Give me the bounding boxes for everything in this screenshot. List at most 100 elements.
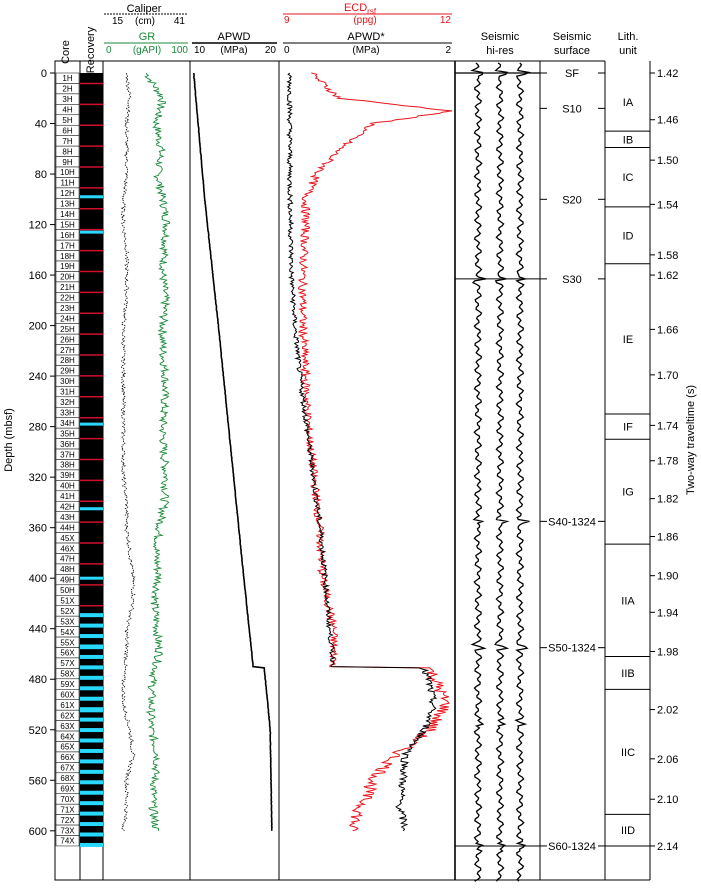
recovery-gap — [80, 675, 103, 680]
core-label: 18H — [60, 252, 75, 261]
twt-tick-label: 2.06 — [657, 754, 678, 766]
lith-unit-label: IC — [623, 172, 634, 184]
core-label: 48H — [60, 565, 75, 574]
depth-tick-label: 600 — [29, 826, 47, 838]
core-label: 23H — [60, 304, 75, 313]
core-label: 2H — [62, 85, 72, 94]
core-label: 66X — [60, 753, 75, 762]
depth-tick-label: 440 — [29, 624, 47, 636]
surface-label: S50-1324 — [548, 643, 596, 655]
gr-unit: (gAPI) — [133, 45, 161, 56]
core-title: Core — [60, 40, 72, 64]
lith-unit-label: IE — [623, 334, 633, 346]
depth-tick-label: 200 — [29, 321, 47, 333]
frame-group — [54, 13, 651, 881]
core-label: 19H — [60, 262, 75, 271]
ecd-title-sub: rsf — [367, 7, 377, 16]
core-label: 17H — [60, 241, 75, 250]
core-label: 32H — [60, 398, 75, 407]
recovery-gap — [80, 811, 103, 816]
core-label: 11H — [60, 179, 74, 188]
twt-tick-label: 1.94 — [657, 607, 678, 619]
surface-label: S40-1324 — [548, 516, 596, 528]
core-label: 10H — [60, 168, 75, 177]
core-label: 59X — [60, 680, 75, 689]
recovery-gap — [80, 832, 103, 837]
recovery-gap — [80, 738, 103, 743]
recovery-gap — [80, 842, 103, 847]
surface-label: SF — [565, 68, 579, 80]
core-label: 7H — [62, 137, 72, 146]
depth-tick-label: 280 — [29, 422, 47, 434]
depth-axis-label: Depth (mbsf) — [3, 408, 15, 472]
recovery-gap — [80, 654, 103, 659]
recovery-gap — [80, 728, 103, 733]
twt-tick-label: 1.86 — [657, 532, 678, 544]
twt-tick-label: 1.62 — [657, 270, 678, 282]
twt-tick-label: 2.02 — [657, 705, 678, 717]
header-group: Caliper 15 (cm) 41 GR 0 (gAPI) 100 APWD … — [3, 2, 697, 495]
recovery-gap — [80, 422, 103, 426]
seismic-surface-title-1: Seismic — [553, 31, 592, 43]
core-label: 69X — [60, 785, 75, 794]
core-label: 52X — [60, 607, 75, 616]
core-label: 37H — [60, 450, 75, 459]
core-label: 44H — [60, 523, 75, 532]
twt-tick-label: 1.74 — [657, 420, 678, 432]
recovery-title: Recovery — [85, 26, 97, 73]
seismic-hires-title-1: Seismic — [481, 31, 520, 43]
depth-axis: 0 40 80 120 160 200 240 280 320 360 400 440 480 520 56… — [29, 68, 55, 838]
depth-tick-label: 0 — [41, 68, 47, 80]
core-label: 5H — [62, 116, 72, 125]
core-label: 68X — [60, 774, 75, 783]
core-label: 28H — [60, 356, 75, 365]
lith-unit-label: IIC — [621, 747, 635, 759]
core-label: 64X — [60, 732, 75, 741]
apwd-star-min: 0 — [284, 45, 290, 56]
recovery-gap — [80, 696, 103, 701]
core-label: 72X — [60, 816, 75, 825]
core-label: 8H — [62, 147, 72, 156]
recovery-gap — [80, 769, 103, 774]
core-label: 30H — [60, 377, 75, 386]
core-label: 13H — [60, 200, 75, 209]
ecd-title-main: ECD — [344, 2, 367, 14]
apwd-unit: (MPa) — [220, 45, 247, 56]
gr-max: 100 — [171, 45, 188, 56]
twt-tick-label: 1.58 — [657, 250, 678, 262]
apwd-min: 10 — [194, 45, 206, 56]
core-label: 34H — [60, 419, 75, 428]
lith-unit-label: IB — [623, 134, 633, 146]
apwd-star-title: APWD* — [347, 31, 385, 43]
core-label: 20H — [60, 273, 75, 282]
twt-tick-label: 1.50 — [657, 155, 678, 167]
lith-unit-label: IID — [621, 825, 635, 837]
core-label: 6H — [62, 126, 72, 135]
curve-gr — [144, 72, 171, 831]
core-label: 65X — [60, 743, 75, 752]
core-label: 31H — [60, 388, 75, 397]
ecd-unit: (ppg) — [353, 15, 376, 26]
core-label: 53X — [60, 617, 75, 626]
lith-unit-label: IIA — [621, 595, 635, 607]
recovery-gap — [80, 230, 103, 234]
recovery-gap — [80, 507, 103, 511]
core-label: 33H — [60, 408, 75, 417]
depth-tick-label: 480 — [29, 674, 47, 686]
curve-apwd-star — [286, 72, 438, 832]
twt-tick-label: 2.10 — [657, 794, 678, 806]
recovery-gap — [80, 623, 103, 628]
core-label: 1H — [62, 74, 72, 83]
depth-tick-label: 160 — [29, 270, 47, 282]
lith-unit-label: IIB — [621, 668, 634, 680]
recovery-gap — [80, 686, 103, 691]
core-label: 16H — [60, 231, 75, 240]
caliper-min: 15 — [112, 16, 124, 27]
core-label: 70X — [60, 795, 75, 804]
seismic-trace — [494, 62, 510, 882]
apwd-star-unit: (MPa) — [352, 45, 379, 56]
curve-caliper — [120, 72, 136, 832]
surface-label: S60-1324 — [548, 841, 596, 853]
twt-tick-label: 1.42 — [657, 68, 678, 80]
